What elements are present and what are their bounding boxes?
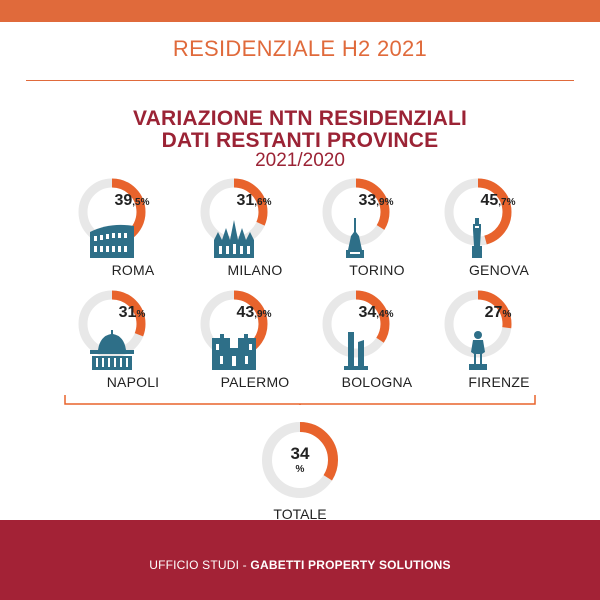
city-value-dec: ,7 <box>498 197 507 208</box>
city-label: NAPOLI <box>106 374 160 390</box>
donut-value-arc <box>444 178 512 246</box>
total-value-int: 34 <box>290 444 310 463</box>
city-donut-ring <box>322 290 390 358</box>
city-label: MILANO <box>227 262 283 278</box>
city-value-int: 31 <box>236 192 255 209</box>
city-label: GENOVA <box>468 262 530 278</box>
city-value-dec: ,4 <box>376 309 385 320</box>
footer-brand: GABETTI PROPERTY SOLUTIONS <box>250 558 451 572</box>
city-value-unit: % <box>262 309 272 320</box>
total-donut-ring <box>262 422 338 498</box>
page-header-title: RESIDENZIALE H2 2021 <box>172 36 428 61</box>
colosseum-icon <box>90 224 134 258</box>
city-value-unit: % <box>506 197 516 208</box>
city-value-int: 45 <box>480 192 499 209</box>
city-value: 45,7% <box>456 192 540 210</box>
city-label: ROMA <box>111 262 155 278</box>
total-value-unit: % <box>295 464 305 475</box>
city-value-unit: % <box>262 197 272 208</box>
city-value: 31,6% <box>212 192 296 210</box>
city-value-int: 27 <box>484 304 503 321</box>
donut-value-arc <box>322 178 390 246</box>
city-value: 39,5% <box>90 192 174 210</box>
city-value: 43,9% <box>212 304 296 322</box>
city-donut-bologna: 34,4% BOLOGNA <box>320 288 440 398</box>
total-label: TOTALE <box>273 506 327 522</box>
header-divider <box>26 80 574 81</box>
city-value-int: 33 <box>358 192 377 209</box>
donut-value-arc <box>200 290 268 358</box>
city-value: 33,9% <box>334 192 418 210</box>
city-label: BOLOGNA <box>341 374 413 390</box>
chart-title-line1: VARIAZIONE NTN RESIDENZIALI <box>132 107 468 130</box>
two-towers-icon <box>344 332 368 370</box>
city-value-dec: ,5 <box>132 197 141 208</box>
city-value-int: 31 <box>118 304 137 321</box>
city-value: 34,4% <box>334 304 418 322</box>
city-value-dec: ,6 <box>254 197 263 208</box>
plebiscito-dome-icon <box>90 330 134 370</box>
total-bracket <box>64 395 536 405</box>
david-statue-icon <box>469 331 487 370</box>
footer-prefix: UFFICIO STUDI - <box>149 558 251 572</box>
top-accent-bar <box>0 0 600 22</box>
city-value-int: 39 <box>114 192 133 209</box>
city-donut-firenze: 27% FIRENZE <box>442 288 562 398</box>
footer-text: UFFICIO STUDI - GABETTI PROPERTY SOLUTIO… <box>0 558 600 572</box>
city-value: 27% <box>456 304 540 322</box>
chart-title: VARIAZIONE NTN RESIDENZIALI DATI RESTANT… <box>0 108 600 152</box>
lighthouse-icon <box>472 218 482 258</box>
total-value: 34 % <box>258 444 342 478</box>
city-donut-palermo: 43,9% PALERMO <box>198 288 318 398</box>
city-value-dec: ,9 <box>254 309 263 320</box>
donut-value-arc <box>444 290 512 358</box>
city-donut-roma: 39,5% ROMA <box>76 176 196 286</box>
city-value: 31% <box>90 304 174 322</box>
milan-cathedral-icon <box>214 220 254 258</box>
city-value-dec: ,9 <box>376 197 385 208</box>
donut-value-arc <box>78 178 146 246</box>
total-donut: 34 % TOTALE <box>258 418 342 528</box>
city-value-unit: % <box>502 309 512 320</box>
city-label: PALERMO <box>220 374 290 390</box>
city-donut-genova: 45,7% GENOVA <box>442 176 562 286</box>
donut-value-arc <box>262 422 338 498</box>
city-value-unit: % <box>140 197 150 208</box>
donut-value-arc <box>78 290 146 358</box>
city-value-int: 34 <box>358 304 377 321</box>
city-value-unit: % <box>384 197 394 208</box>
city-label: TORINO <box>349 262 405 278</box>
donut-value-arc <box>200 178 268 246</box>
city-label: FIRENZE <box>468 374 530 390</box>
city-donut-napoli: 31% NAPOLI <box>76 288 196 398</box>
city-donut-torino: 33,9% TORINO <box>320 176 440 286</box>
footer-bar: UFFICIO STUDI - GABETTI PROPERTY SOLUTIO… <box>0 520 600 600</box>
donut-value-arc <box>322 290 390 358</box>
city-donut-milano: 31,6% MILANO <box>198 176 318 286</box>
city-value-unit: % <box>136 309 146 320</box>
chart-period: 2021/2020 <box>255 150 345 171</box>
city-value-int: 43 <box>236 304 255 321</box>
mole-antonelliana-icon <box>346 218 364 258</box>
chart-title-line2: DATI RESTANTI PROVINCE <box>161 129 439 152</box>
city-value-unit: % <box>384 309 394 320</box>
palermo-cathedral-icon <box>212 334 256 370</box>
